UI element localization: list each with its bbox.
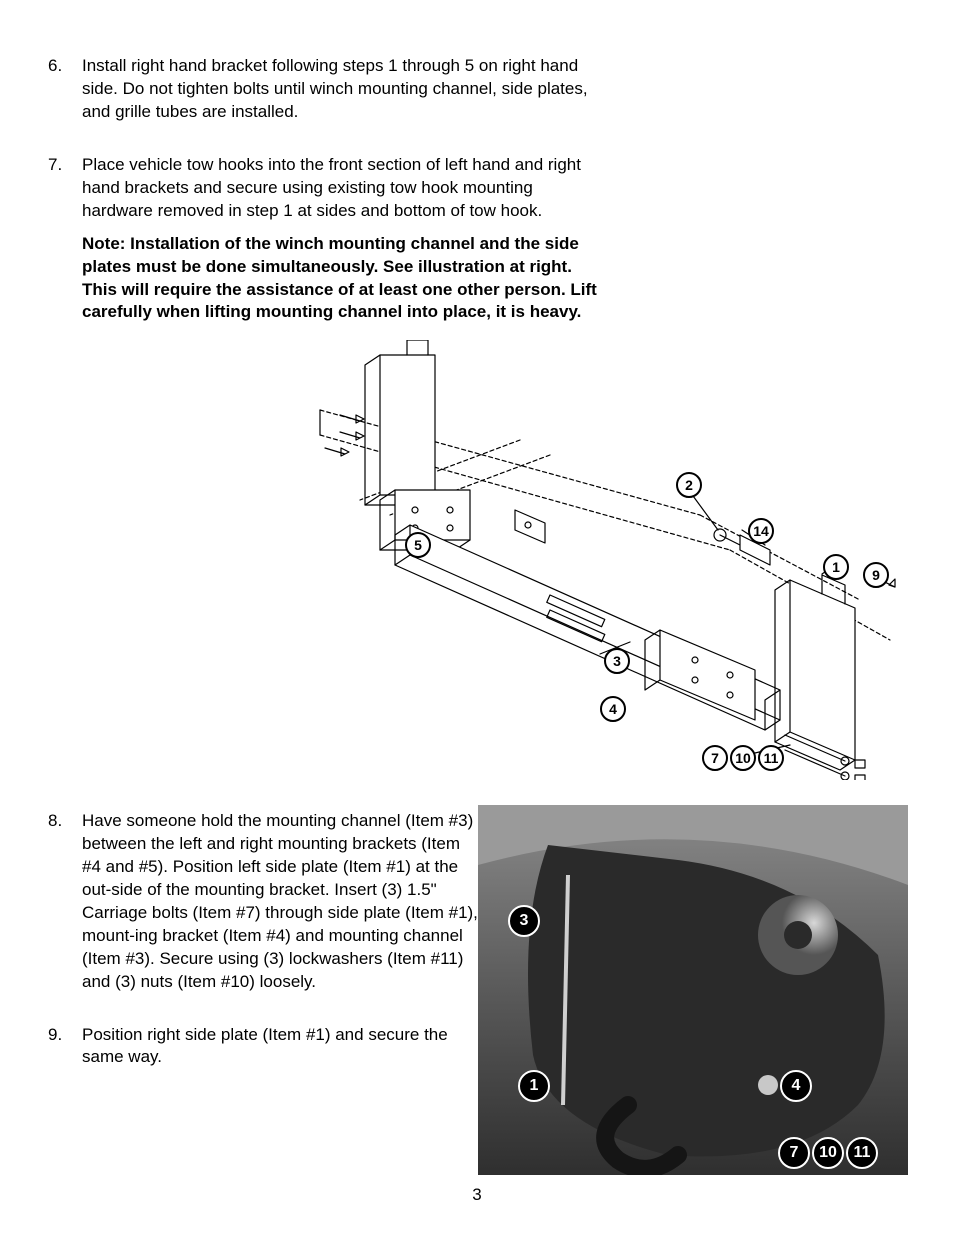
diagram-callout-11: 11 [758, 745, 784, 771]
diagram-callout-5: 5 [405, 532, 431, 558]
diagram-callout-7: 7 [702, 745, 728, 771]
photo-callout-4: 4 [780, 1070, 812, 1102]
photo-callout-11: 11 [846, 1137, 878, 1169]
assembly-diagram: 2 14 1 9 5 3 4 7 10 11 [300, 340, 920, 780]
diagram-callout-3: 3 [604, 648, 630, 674]
step-7-text: Place vehicle tow hooks into the front s… [82, 154, 602, 223]
step-9: 9. Position right side plate (Item #1) a… [48, 1024, 478, 1070]
photo-callout-10: 10 [812, 1137, 844, 1169]
assembly-photo-svg [478, 805, 908, 1175]
diagram-callout-1: 1 [823, 554, 849, 580]
photo-callout-1: 1 [518, 1070, 550, 1102]
diagram-callout-14: 14 [748, 518, 774, 544]
step-8-text: Have someone hold the mounting channel (… [82, 810, 478, 994]
step-7: 7. Place vehicle tow hooks into the fron… [48, 154, 906, 325]
step-6-text: Install right hand bracket following ste… [82, 55, 602, 124]
step-7-note: Note: Installation of the winch mounting… [82, 233, 602, 325]
photo-callout-7: 7 [778, 1137, 810, 1169]
page-number: 3 [0, 1185, 954, 1205]
step-7-number: 7. [48, 154, 82, 325]
assembly-photo: 3 1 4 7 10 11 [478, 805, 908, 1175]
diagram-callout-4: 4 [600, 696, 626, 722]
diagram-callout-2: 2 [676, 472, 702, 498]
step-9-number: 9. [48, 1024, 82, 1070]
diagram-callout-10: 10 [730, 745, 756, 771]
photo-callout-group-7-10-11: 7 10 11 [778, 1137, 878, 1169]
diagram-callout-group-7-10-11: 7 10 11 [702, 745, 784, 771]
step-6-number: 6. [48, 55, 82, 124]
step-6: 6. Install right hand bracket following … [48, 55, 906, 124]
photo-callout-3: 3 [508, 905, 540, 937]
step-8-number: 8. [48, 810, 82, 994]
step-8: 8. Have someone hold the mounting channe… [48, 810, 478, 994]
step-9-text: Position right side plate (Item #1) and … [82, 1024, 478, 1070]
diagram-callout-9: 9 [863, 562, 889, 588]
